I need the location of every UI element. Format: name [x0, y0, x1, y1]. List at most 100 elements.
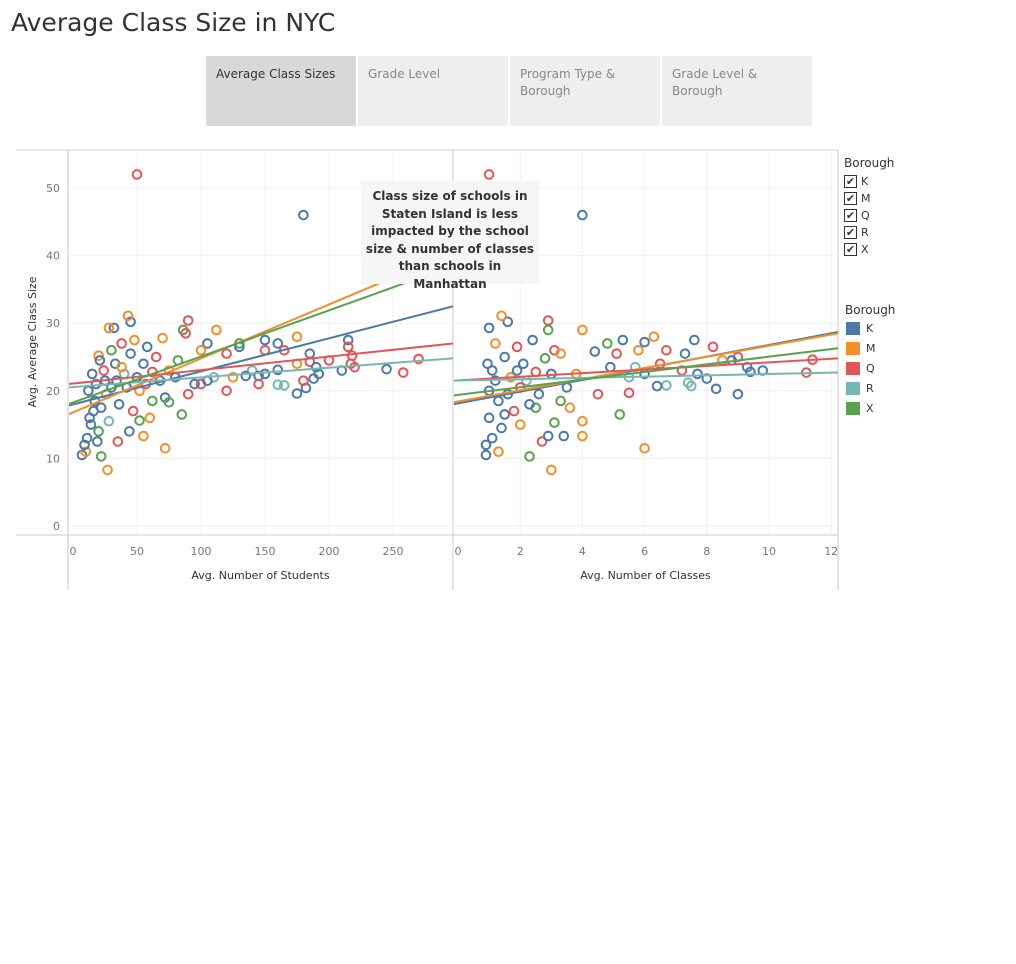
- data-point-k: [483, 412, 495, 424]
- checkbox-icon[interactable]: ✔: [844, 175, 857, 188]
- data-point-m: [129, 334, 140, 346]
- filter-item-r[interactable]: ✔ R: [844, 224, 869, 241]
- filter-item-label: M: [861, 192, 871, 205]
- data-point-k: [482, 358, 493, 370]
- color-swatch: [846, 401, 860, 415]
- color-legend-item-k[interactable]: K: [846, 318, 873, 338]
- data-point-k: [480, 439, 492, 451]
- data-point-q: [131, 169, 143, 180]
- data-point-k: [518, 358, 529, 370]
- y-tick-label: 40: [46, 250, 60, 263]
- data-point-m: [577, 430, 588, 442]
- x-axis-label: Avg. Number of Students: [191, 569, 329, 582]
- x-tick-label: 10: [762, 545, 776, 558]
- data-point-k: [272, 338, 284, 349]
- data-point-x: [524, 451, 535, 462]
- data-point-q: [150, 351, 162, 363]
- filter-item-label: Q: [861, 209, 870, 222]
- filter-item-m[interactable]: ✔ M: [844, 190, 871, 207]
- data-point-x: [95, 451, 107, 462]
- data-point-k: [84, 412, 95, 424]
- data-point-m: [157, 332, 168, 344]
- data-point-k: [732, 388, 744, 400]
- data-point-r: [103, 415, 115, 427]
- data-point-q: [349, 361, 360, 373]
- color-legend-label: X: [866, 401, 874, 415]
- data-point-k: [679, 348, 691, 359]
- filter-item-k[interactable]: ✔ K: [844, 173, 868, 190]
- data-point-m: [291, 331, 303, 343]
- data-point-m: [103, 322, 115, 334]
- data-point-m: [577, 324, 588, 336]
- data-point-k: [381, 363, 392, 375]
- data-point-r: [682, 377, 694, 388]
- y-tick-label: 30: [46, 317, 60, 330]
- checkbox-icon[interactable]: ✔: [844, 243, 857, 256]
- color-legend-item-q[interactable]: Q: [846, 358, 875, 378]
- tab-average-class-sizes[interactable]: Average Class Sizes: [206, 56, 356, 126]
- data-point-m: [493, 446, 504, 457]
- color-legend-item-m[interactable]: M: [846, 338, 876, 358]
- data-point-k: [617, 334, 629, 346]
- checkbox-icon[interactable]: ✔: [844, 226, 857, 239]
- data-point-m: [564, 402, 576, 414]
- data-point-k: [524, 399, 535, 410]
- data-point-k: [79, 439, 90, 451]
- x-tick-label: 200: [319, 545, 340, 558]
- color-legend-item-r[interactable]: R: [846, 378, 874, 398]
- data-point-m: [496, 310, 507, 322]
- data-point-k: [240, 370, 252, 382]
- data-point-k: [291, 388, 303, 399]
- data-point-k: [745, 366, 756, 378]
- data-point-m: [514, 419, 526, 430]
- data-point-k: [527, 334, 538, 346]
- filter-item-q[interactable]: ✔ Q: [844, 207, 870, 224]
- data-point-q: [127, 405, 139, 417]
- tab-grade-level-borough[interactable]: Grade Level & Borough: [662, 56, 812, 126]
- data-point-q: [182, 388, 194, 400]
- data-point-k: [111, 375, 122, 386]
- color-legend-item-x[interactable]: X: [846, 398, 874, 418]
- data-point-k: [94, 355, 106, 366]
- data-point-q: [253, 378, 264, 390]
- data-point-k: [558, 430, 570, 442]
- data-point-k: [511, 365, 523, 376]
- checkbox-icon[interactable]: ✔: [844, 192, 857, 205]
- filter-item-x[interactable]: ✔ X: [844, 241, 869, 258]
- checkbox-icon[interactable]: ✔: [844, 209, 857, 222]
- x-axis-label: Avg. Number of Classes: [580, 569, 711, 582]
- color-legend-label: K: [866, 321, 874, 335]
- data-point-k: [480, 449, 492, 461]
- data-point-k: [95, 402, 107, 414]
- data-point-k: [499, 351, 510, 363]
- data-point-x: [542, 324, 554, 336]
- data-point-m: [227, 371, 239, 383]
- filter-item-label: X: [861, 243, 869, 256]
- data-point-m: [144, 412, 156, 424]
- data-point-k: [692, 368, 703, 380]
- data-point-k: [108, 322, 120, 334]
- tab-grade-level[interactable]: Grade Level: [358, 56, 508, 126]
- x-tick-label: 150: [255, 545, 276, 558]
- trend-line-x: [454, 347, 838, 397]
- filter-item-label: K: [861, 175, 869, 188]
- data-point-k: [486, 432, 498, 444]
- y-tick-label: 50: [46, 182, 60, 195]
- tab-program-type-borough[interactable]: Program Type & Borough: [510, 56, 660, 126]
- data-point-m: [577, 415, 588, 427]
- trend-line-r: [69, 357, 453, 389]
- data-point-q: [676, 365, 688, 376]
- data-point-m: [195, 344, 207, 356]
- data-point-k: [125, 348, 136, 359]
- trend-line-q: [454, 357, 838, 382]
- data-point-k: [259, 334, 271, 346]
- data-point-q: [508, 405, 520, 417]
- data-point-x: [176, 409, 188, 420]
- data-point-k: [86, 368, 98, 380]
- data-point-k: [542, 430, 554, 442]
- data-point-k: [141, 341, 153, 353]
- data-point-x: [539, 353, 551, 364]
- color-swatch: [846, 381, 860, 395]
- data-point-k: [483, 322, 495, 334]
